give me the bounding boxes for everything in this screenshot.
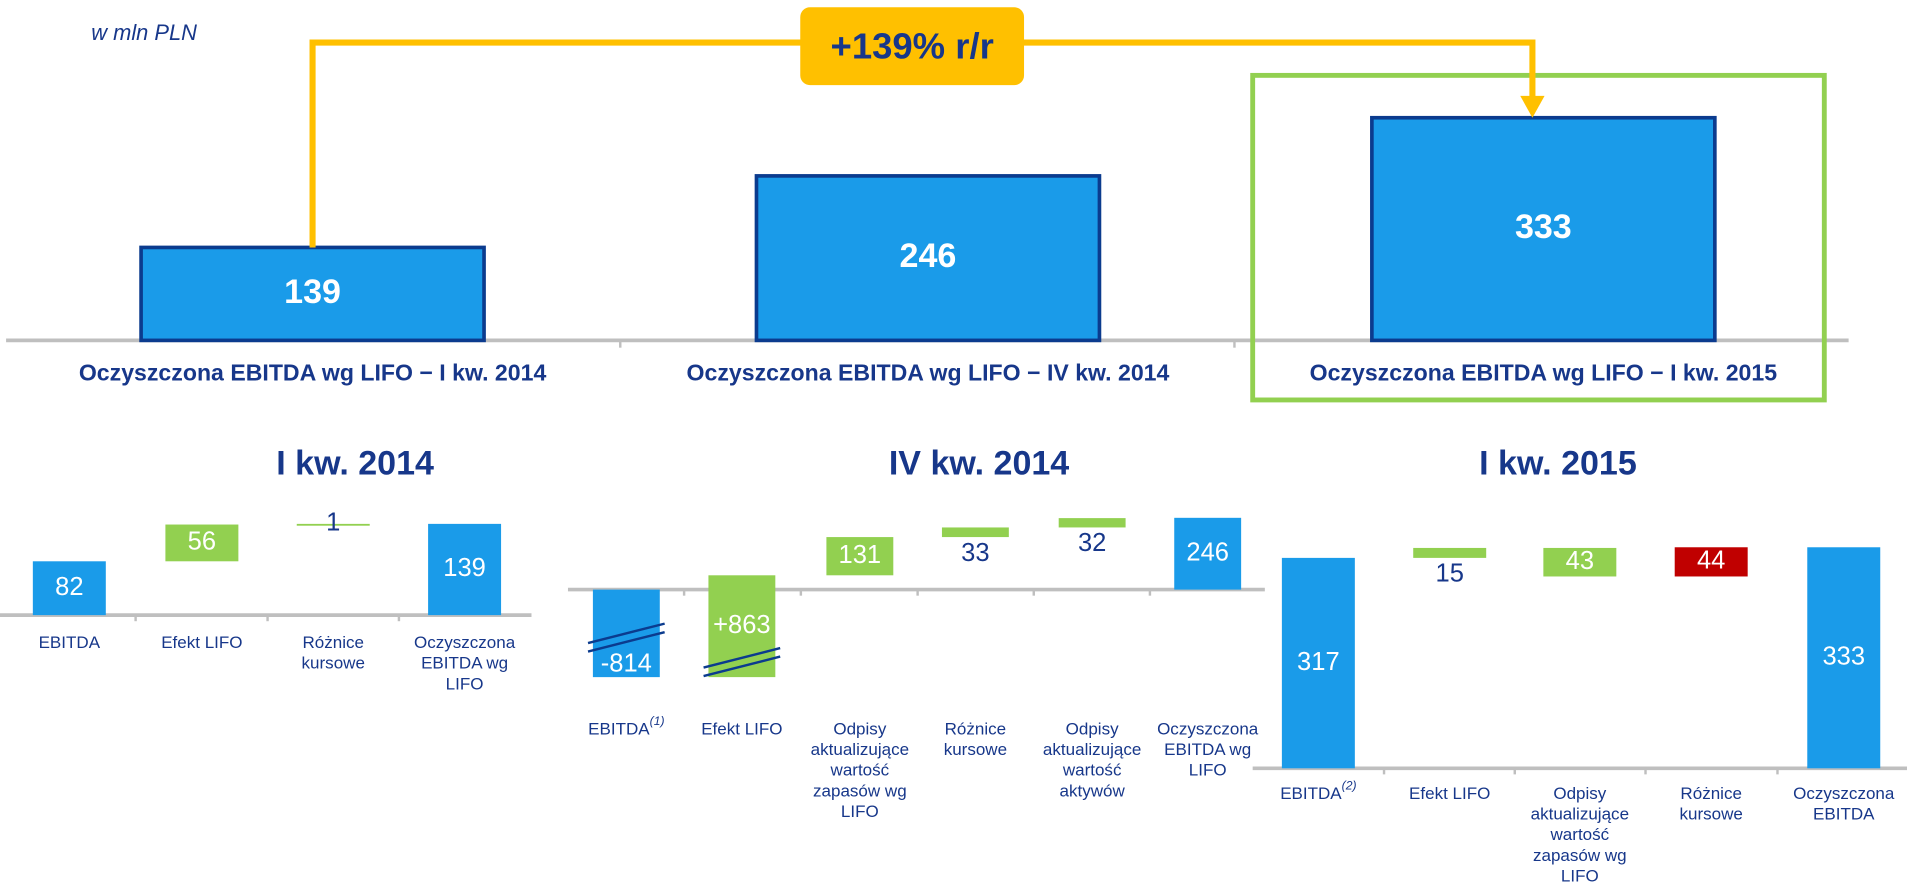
axis-break-mark (703, 646, 781, 669)
bar-value-label: 33 (961, 539, 989, 567)
bar-value-label: 139 (284, 273, 341, 311)
bar-value-label: 43 (1566, 547, 1594, 575)
bar (1543, 547, 1617, 577)
chart-title: I kw. 2015 (1479, 445, 1637, 483)
bar (1807, 547, 1881, 769)
unit-label: w mln PLN (91, 20, 197, 45)
bar (826, 537, 894, 576)
category-label: Oczyszczona EBITDA (1793, 783, 1895, 823)
category-label: Różnice kursowe (1679, 783, 1742, 823)
highlight-box (1250, 72, 1827, 403)
bar (139, 245, 486, 343)
bar-value-label: 32 (1078, 529, 1106, 557)
bar-value-label: 56 (188, 528, 216, 556)
bar (1281, 557, 1355, 769)
category-label: Oczyszczona EBITDA wg LIFO (1157, 719, 1259, 779)
category-label: Oczyszczona EBITDA wg LIFO − IV kw. 2014 (687, 360, 1170, 386)
category-label: Odpisy aktualizujące wartość aktywów (1043, 719, 1141, 800)
bar (754, 174, 1102, 343)
category-label: Różnice kursowe (944, 719, 1007, 759)
bar-value-label: 246 (900, 237, 957, 275)
chart-title: IV kw. 2014 (889, 445, 1069, 483)
category-label: Odpisy aktualizujące wartość zapasów wg LIFO (811, 719, 909, 821)
bar-value-label: 15 (1436, 560, 1464, 588)
category-label: Efekt LIFO (161, 633, 242, 652)
category-label: Oczyszczona EBITDA wg LIFO − I kw. 2015 (1310, 360, 1778, 386)
annotation: +139% r/r (831, 25, 994, 66)
axis-break-mark (587, 630, 665, 653)
bar-value-label: 44 (1697, 547, 1725, 575)
bar-value-label: +863 (713, 611, 770, 639)
bar-value-label: 139 (443, 554, 486, 582)
annotation-box (800, 7, 1025, 86)
category-label: EBITDA(2) (1280, 779, 1356, 803)
bar (428, 523, 502, 616)
bar (941, 527, 1009, 538)
category-label: Efekt LIFO (701, 719, 782, 738)
bar-value-label: 131 (839, 541, 882, 569)
footnote-marker: (1) (650, 714, 665, 728)
bar (1174, 517, 1242, 590)
bar (1370, 115, 1717, 343)
chart-title: I kw. 2014 (276, 445, 434, 483)
bar (32, 561, 106, 616)
bar (296, 523, 370, 526)
category-label: EBITDA (39, 633, 101, 652)
bar-value-label: 82 (55, 573, 83, 601)
category-label: Odpisy aktualizujące wartość zapasów wg LIFO (1531, 783, 1629, 885)
category-label: EBITDA(1) (588, 714, 664, 738)
bar-value-label: -814 (601, 650, 652, 678)
category-label: Efekt LIFO (1409, 783, 1490, 802)
category-label: Oczyszczona EBITDA wg LIFO (414, 633, 516, 693)
bar-value-label: 333 (1515, 208, 1572, 246)
category-label: Różnice kursowe (302, 633, 365, 673)
axis-break-mark (703, 655, 781, 678)
bar-value-label: 317 (1297, 648, 1340, 676)
footnote-marker: (2) (1342, 779, 1357, 793)
bar (165, 524, 239, 562)
axis-break-mark (587, 622, 665, 645)
bar-value-label: 333 (1822, 643, 1865, 671)
bar (1058, 518, 1126, 528)
bar (1674, 547, 1748, 577)
bar-value-label: 1 (326, 509, 340, 537)
category-label: Oczyszczona EBITDA wg LIFO − I kw. 2014 (79, 360, 547, 386)
bar-value-label: 246 (1186, 538, 1229, 566)
bar (1413, 547, 1487, 558)
growth-arrowhead (1520, 95, 1545, 118)
